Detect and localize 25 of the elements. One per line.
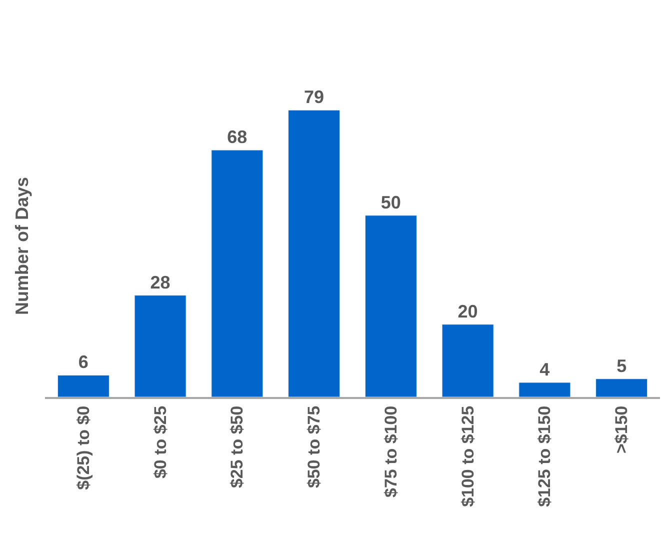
- data-label: 79: [304, 87, 324, 108]
- bar: [288, 110, 340, 397]
- data-label: 4: [540, 359, 550, 380]
- data-label: 28: [150, 272, 170, 292]
- data-label: 68: [227, 127, 248, 148]
- y-axis-title: Number of Days: [12, 176, 32, 316]
- x-tick-label: $(25) to $0: [74, 406, 93, 490]
- x-tick-label: $0 to $25: [150, 406, 170, 479]
- bar: [364, 215, 417, 397]
- x-tick-label: $125 to $150: [535, 406, 554, 507]
- data-label: 5: [616, 356, 627, 376]
- data-label: 20: [458, 301, 478, 322]
- bar: [518, 382, 571, 397]
- x-tick-label: $25 to $50: [228, 406, 247, 488]
- x-tick-label: $50 to $75: [304, 406, 324, 488]
- data-label: 50: [380, 192, 401, 212]
- x-tick-label: $75 to $100: [381, 406, 400, 498]
- bar: [442, 324, 494, 397]
- x-tick-label: >$150: [612, 406, 632, 454]
- bar: [57, 374, 110, 397]
- bar: [134, 295, 186, 397]
- bar: [596, 378, 648, 397]
- data-label: 6: [78, 352, 88, 372]
- bar: [211, 150, 264, 397]
- x-tick-label: $100 to $125: [458, 406, 478, 507]
